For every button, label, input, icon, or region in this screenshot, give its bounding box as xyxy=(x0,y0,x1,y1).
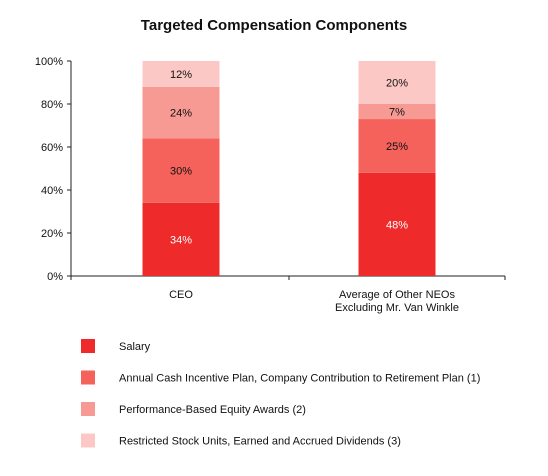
y-tick-label: 60% xyxy=(41,142,63,154)
legend-label: Restricted Stock Units, Earned and Accru… xyxy=(119,436,401,448)
x-category-label: Excluding Mr. Van Winkle xyxy=(335,302,459,314)
plot-area: 0% 20% 40% 60% 80% 100% 34% 30% 24% 12% CEO 48% 25% 7… xyxy=(35,56,506,314)
data-label: 20% xyxy=(386,78,408,90)
x-category-label: Average of Other NEOs xyxy=(339,289,455,301)
y-tick-label: 0% xyxy=(47,271,63,283)
y-tick-label: 20% xyxy=(41,228,63,240)
legend: Salary Annual Cash Incentive Plan, Compan… xyxy=(81,339,480,448)
legend-swatch xyxy=(81,433,95,448)
x-category-label: CEO xyxy=(169,289,193,301)
legend-label: Annual Cash Incentive Plan, Company Cont… xyxy=(119,373,480,385)
bar-segment xyxy=(142,202,220,276)
legend-label: Salary xyxy=(119,341,151,353)
data-label: 25% xyxy=(386,141,408,153)
bar-segment xyxy=(358,61,436,104)
bar-segment xyxy=(358,172,436,276)
data-label: 24% xyxy=(170,108,192,120)
bar-segment xyxy=(142,138,220,203)
data-label: 12% xyxy=(170,69,192,81)
bar-segment xyxy=(358,119,436,173)
legend-swatch xyxy=(81,402,95,416)
data-label: 34% xyxy=(170,234,192,246)
y-tick-label: 100% xyxy=(35,56,63,68)
legend-label: Performance-Based Equity Awards (2) xyxy=(119,404,306,416)
legend-swatch xyxy=(81,339,95,353)
bar-segment xyxy=(142,86,220,139)
data-label: 48% xyxy=(386,219,408,231)
data-label: 30% xyxy=(170,166,192,178)
legend-swatch xyxy=(81,370,95,385)
chart-title: Targeted Compensation Components xyxy=(141,17,407,34)
y-tick-label: 40% xyxy=(41,185,63,197)
y-tick-label: 80% xyxy=(41,99,63,111)
data-label: 7% xyxy=(389,107,405,119)
bar-segment xyxy=(142,61,220,87)
bar-segment xyxy=(358,104,436,120)
